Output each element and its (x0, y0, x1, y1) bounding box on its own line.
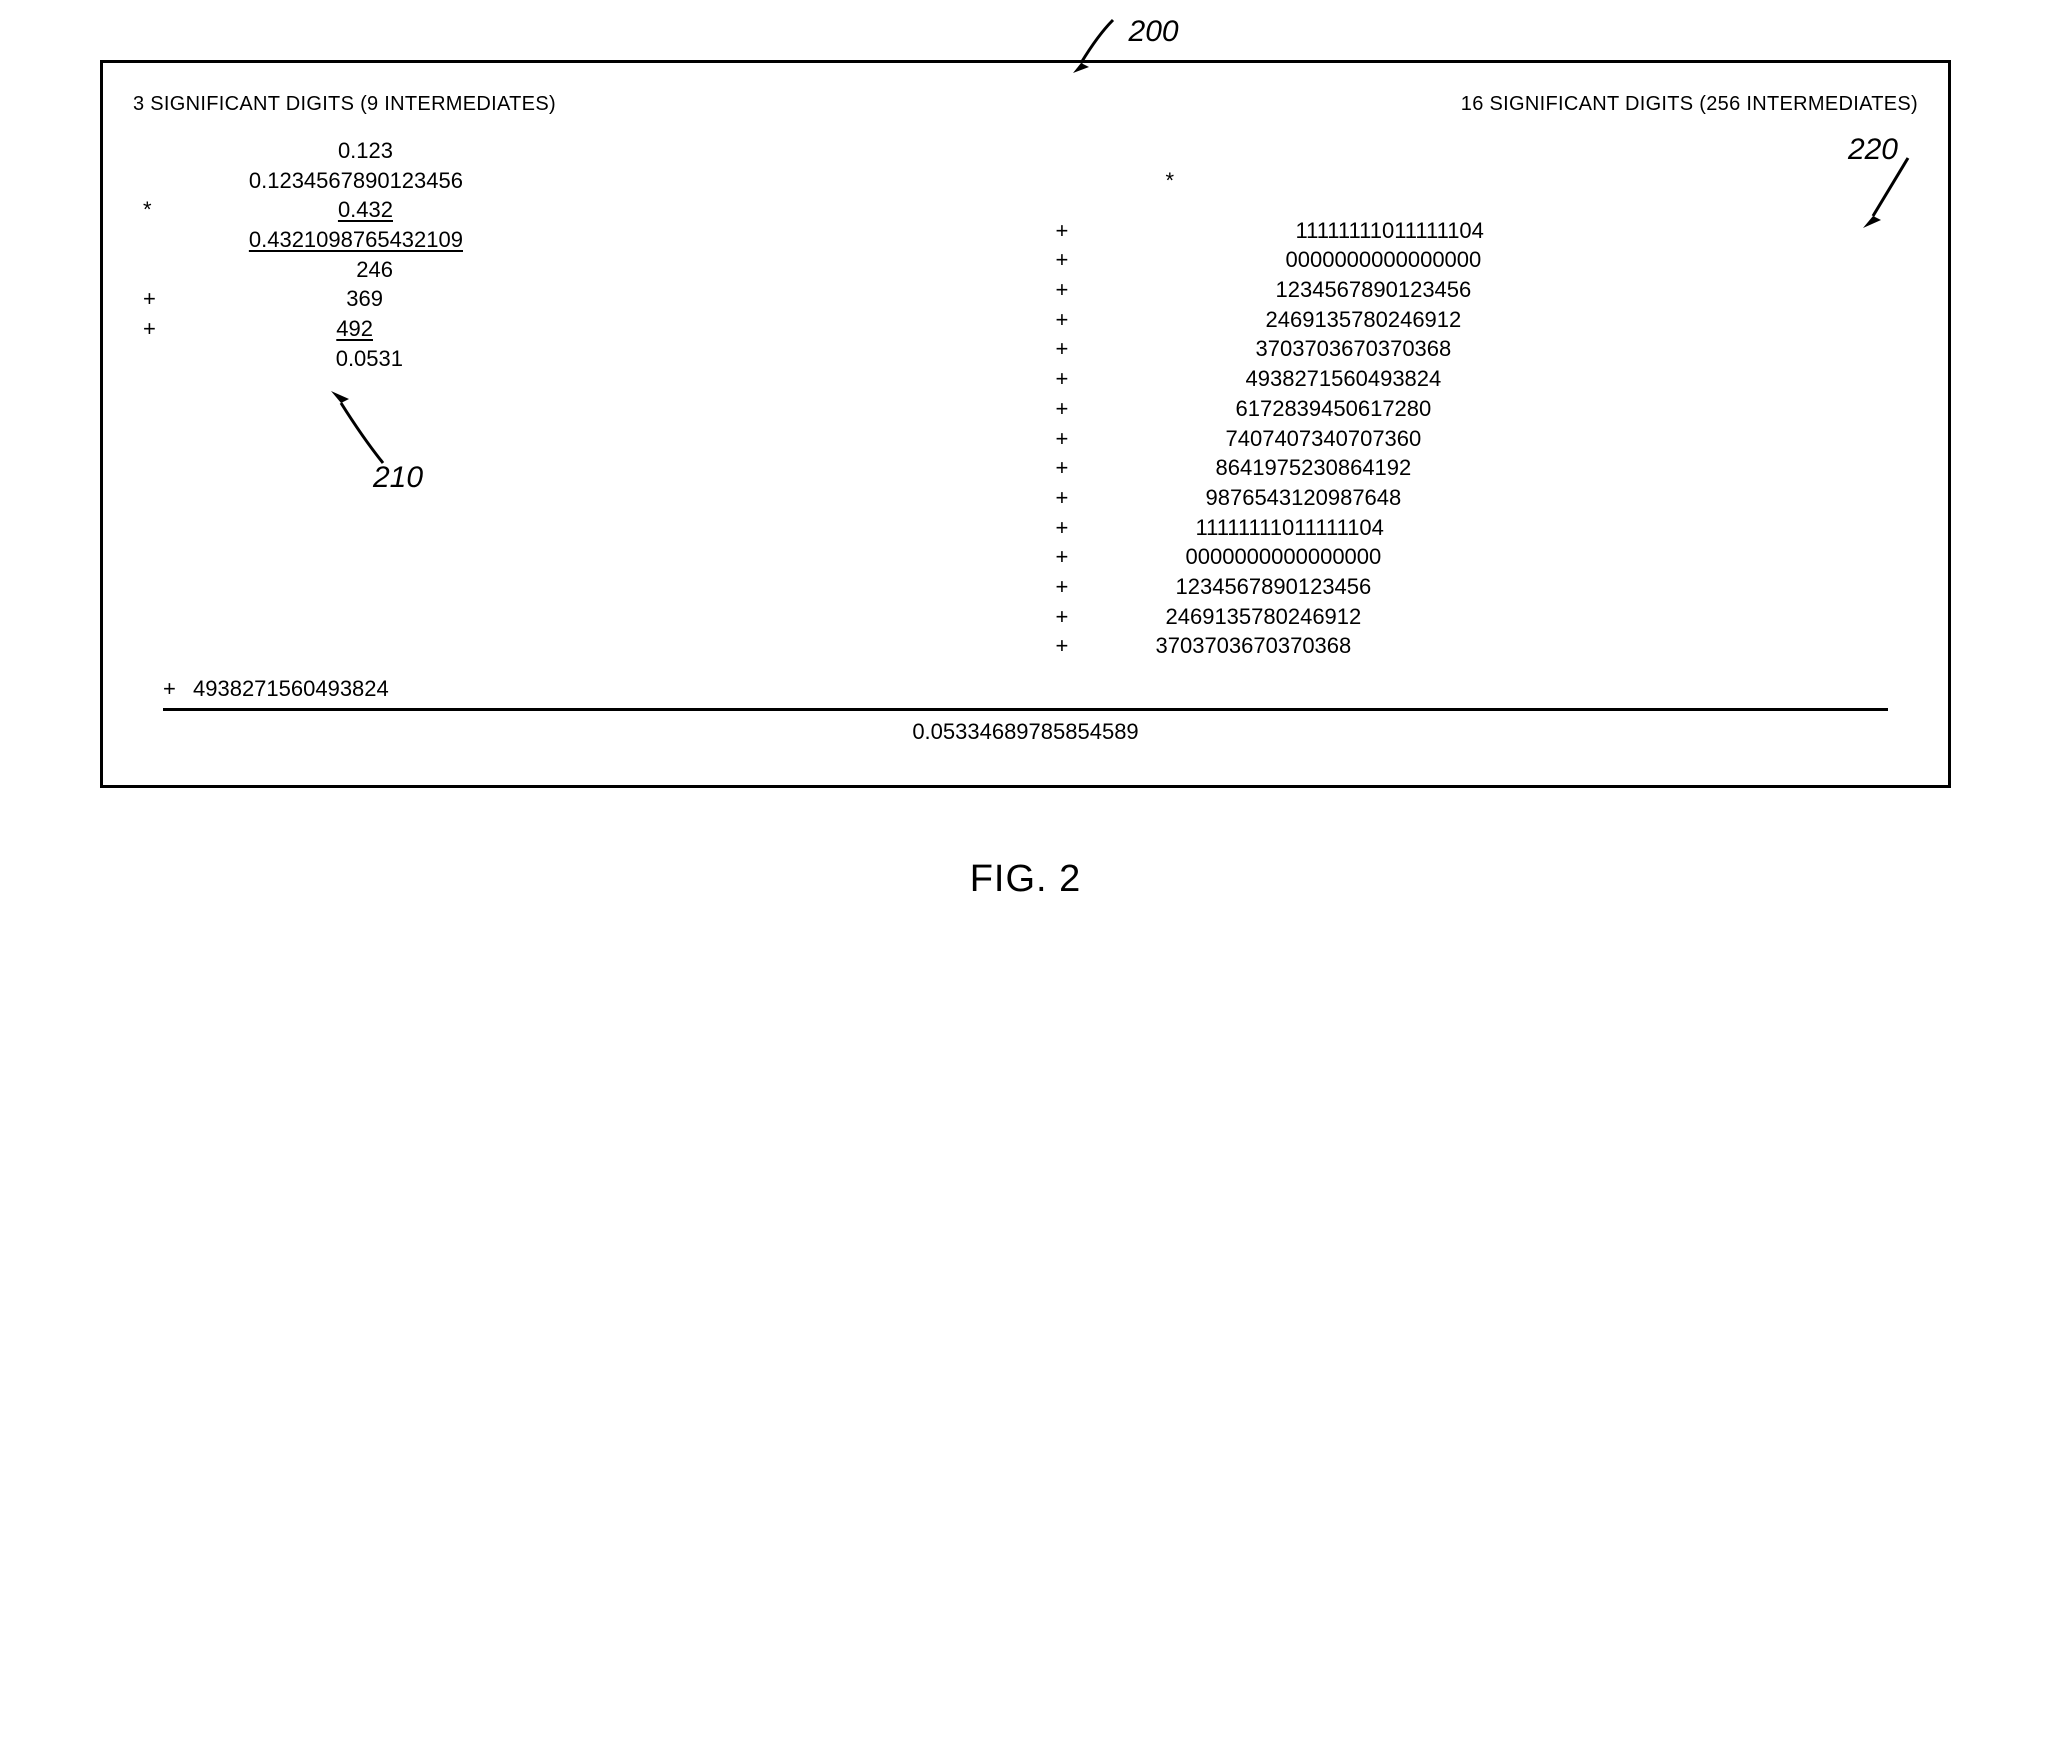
last-partial: 4938271560493824 (163, 676, 389, 702)
partial-row: +11111111011111104 (1046, 216, 1919, 246)
multiply-op: * (143, 195, 173, 225)
plus-op: + (133, 676, 163, 702)
partial-value: 2469135780246912 (1076, 602, 1919, 632)
multiplier-long: 0.4321098765432109 (173, 225, 463, 255)
figure-label: FIG. 2 (100, 858, 1951, 901)
figure-page: 200 3 SIGNIFICANT DIGITS (9 INTERMEDIATE… (100, 60, 1951, 901)
right-header: 16 SIGNIFICANT DIGITS (256 INTERMEDIATES… (1046, 93, 1919, 116)
partial-value: 0000000000000000 (1076, 245, 1919, 275)
plus-op: + (1046, 364, 1076, 394)
plus-op: + (1046, 305, 1076, 335)
partial-row: +2469135780246912 (1046, 602, 1919, 632)
final-result: 0.05334689785854589 (133, 719, 1918, 745)
left-math: 0.123 0.1234567890123456 *0.432 0.432109… (143, 136, 463, 374)
partial-2: 369 (173, 284, 463, 314)
callout-210-label: 210 (373, 461, 423, 495)
left-header: 3 SIGNIFICANT DIGITS (9 INTERMEDIATES) (133, 93, 1006, 116)
partial-value: 9876543120987648 (1076, 483, 1919, 513)
plus-op: + (1046, 245, 1076, 275)
partial-row: +7407407340707360 (1046, 424, 1919, 454)
final-rule (163, 708, 1888, 711)
partial-value: 1234567890123456 (1076, 275, 1919, 305)
partial-value: 4938271560493824 (1076, 364, 1919, 394)
right-partials-container: +11111111011111104+0000000000000000+1234… (1046, 216, 1919, 661)
plus-op: + (1046, 602, 1076, 632)
partial-value: 11111111011111104 (1076, 513, 1919, 543)
partial-row: +6172839450617280 (1046, 394, 1919, 424)
partial-value: 6172839450617280 (1076, 394, 1919, 424)
partial-row: +11111111011111104 (1046, 513, 1919, 543)
callout-210: 210 (313, 383, 413, 488)
plus-op: + (1046, 216, 1076, 246)
partial-row: +3703703670370368 (1046, 334, 1919, 364)
partial-value: 3703703670370368 (1076, 334, 1919, 364)
partial-row: +9876543120987648 (1046, 483, 1919, 513)
plus-op: + (1046, 631, 1076, 661)
partial-value: 1234567890123456 (1076, 572, 1919, 602)
columns: 3 SIGNIFICANT DIGITS (9 INTERMEDIATES) 0… (133, 93, 1918, 661)
main-box: 3 SIGNIFICANT DIGITS (9 INTERMEDIATES) 0… (100, 60, 1951, 788)
partial-row: +0000000000000000 (1046, 542, 1919, 572)
partial-row: +2469135780246912 (1046, 305, 1919, 335)
partial-row: +8641975230864192 (1046, 453, 1919, 483)
partial-row: +1234567890123456 (1046, 572, 1919, 602)
plus-op: + (143, 314, 173, 344)
partial-value: 0000000000000000 (1076, 542, 1919, 572)
plus-op: + (1046, 334, 1076, 364)
plus-op: + (1046, 275, 1076, 305)
plus-op: + (1046, 483, 1076, 513)
partial-value: 3703703670370368 (1076, 631, 1919, 661)
plus-op: + (1046, 394, 1076, 424)
plus-op: + (1046, 513, 1076, 543)
partial-1: 246 (173, 255, 463, 285)
partial-row: +3703703670370368 (1046, 631, 1919, 661)
star-op: * (1166, 166, 1175, 196)
partial-row: +1234567890123456 (1046, 275, 1919, 305)
left-result: 0.0531 (173, 344, 463, 374)
multiplicand-short: 0.123 (173, 136, 463, 166)
callout-200-label: 200 (1129, 15, 1179, 49)
left-column: 3 SIGNIFICANT DIGITS (9 INTERMEDIATES) 0… (133, 93, 1006, 661)
partial-3: 492 (173, 314, 463, 344)
partial-value: 11111111011111104 (1076, 216, 1919, 246)
plus-op: + (1046, 453, 1076, 483)
callout-220-label: 220 (1848, 133, 1898, 167)
multiplier-short: 0.432 (173, 195, 463, 225)
bottom-area: + 4938271560493824 0.05334689785854589 (133, 676, 1918, 745)
plus-op: + (1046, 572, 1076, 602)
plus-op: + (143, 284, 173, 314)
plus-op: + (1046, 542, 1076, 572)
partial-value: 8641975230864192 (1076, 453, 1919, 483)
right-column: 16 SIGNIFICANT DIGITS (256 INTERMEDIATES… (1046, 93, 1919, 661)
multiplicand-long: 0.1234567890123456 (173, 166, 463, 196)
plus-op: + (1046, 424, 1076, 454)
partial-row: +4938271560493824 (1046, 364, 1919, 394)
partial-value: 7407407340707360 (1076, 424, 1919, 454)
partial-value: 2469135780246912 (1076, 305, 1919, 335)
last-partial-row: + 4938271560493824 (133, 676, 1918, 702)
right-math: * +11111111011111104+0000000000000000+12… (1046, 166, 1919, 661)
partial-row: +0000000000000000 (1046, 245, 1919, 275)
